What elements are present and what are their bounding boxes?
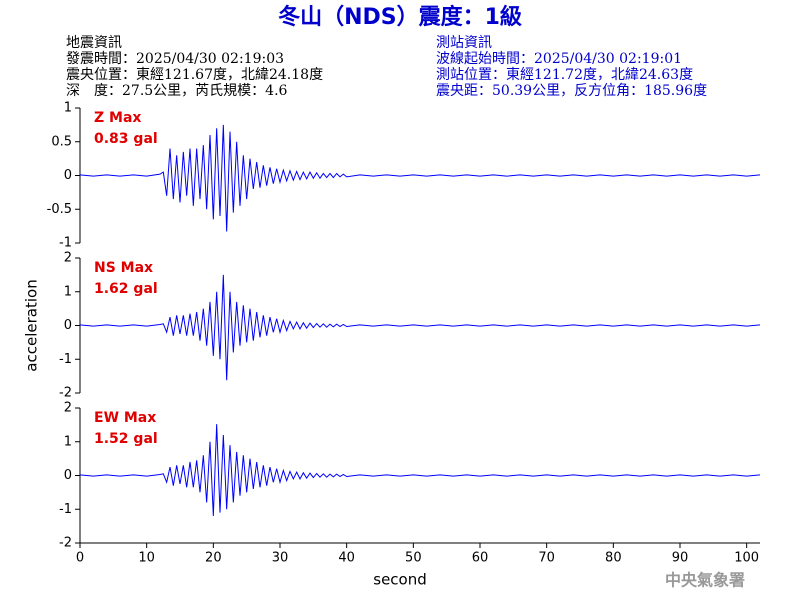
title: 冬山（NDS）震度：1級 [278, 4, 522, 30]
info-right: 波線起始時間：2025/04/30 02:19:01 [436, 51, 682, 67]
x-tick-label: 90 [672, 551, 689, 566]
y-tick-label: 2 [64, 251, 72, 266]
annotation: EW Max [94, 410, 156, 426]
x-tick-label: 30 [272, 551, 289, 566]
info-left: 深 度：27.5公里，芮氏規模：4.6 [66, 82, 288, 99]
info-left: 地震資訊 [66, 35, 122, 51]
y-tick-label: -2 [59, 536, 72, 551]
y-tick-label: -1 [59, 502, 72, 517]
x-axis-label: second [373, 571, 427, 589]
x-tick-label: 100 [734, 551, 759, 566]
y-tick-label: 2 [64, 401, 72, 416]
y-tick-label: 0 [64, 318, 72, 333]
x-tick-label: 60 [472, 551, 489, 566]
info-right: 震央距：50.39公里，反方位角：185.96度 [436, 83, 707, 99]
y-tick-label: -0.5 [47, 202, 72, 217]
y-axis-label: acceleration [23, 279, 41, 371]
y-tick-label: 0 [64, 168, 72, 183]
x-tick-label: 80 [605, 551, 622, 566]
footer: 中央氣象署 [665, 571, 745, 590]
y-tick-label: 0.5 [51, 134, 72, 149]
y-tick-label: 0 [64, 468, 72, 483]
annotation: Z Max [94, 110, 141, 126]
info-right: 測站位置：東經121.72度，北緯24.63度 [436, 67, 693, 83]
waveform [79, 274, 761, 381]
y-tick-label: 1 [64, 101, 72, 116]
x-tick-label: 0 [76, 551, 84, 566]
x-tick-label: 40 [338, 551, 355, 566]
y-tick-label: -2 [59, 386, 72, 401]
annotation: 1.62 gal [94, 281, 158, 297]
info-left: 發震時間：2025/04/30 02:19:03 [66, 51, 284, 67]
annotation: 0.83 gal [94, 131, 158, 147]
annotation: NS Max [94, 260, 153, 276]
y-tick-label: 1 [64, 434, 72, 449]
waveform [79, 424, 761, 517]
x-tick-label: 70 [538, 551, 555, 566]
x-tick-label: 50 [405, 551, 422, 566]
y-tick-label: -1 [59, 352, 72, 367]
x-tick-label: 10 [138, 551, 155, 566]
x-tick-label: 20 [205, 551, 222, 566]
waveform [79, 124, 761, 232]
y-tick-label: 1 [64, 284, 72, 299]
info-left: 震央位置：東經121.67度，北緯24.18度 [66, 67, 323, 83]
y-tick-label: -1 [59, 236, 72, 251]
annotation: 1.52 gal [94, 431, 158, 447]
info-right: 測站資訊 [436, 35, 492, 51]
